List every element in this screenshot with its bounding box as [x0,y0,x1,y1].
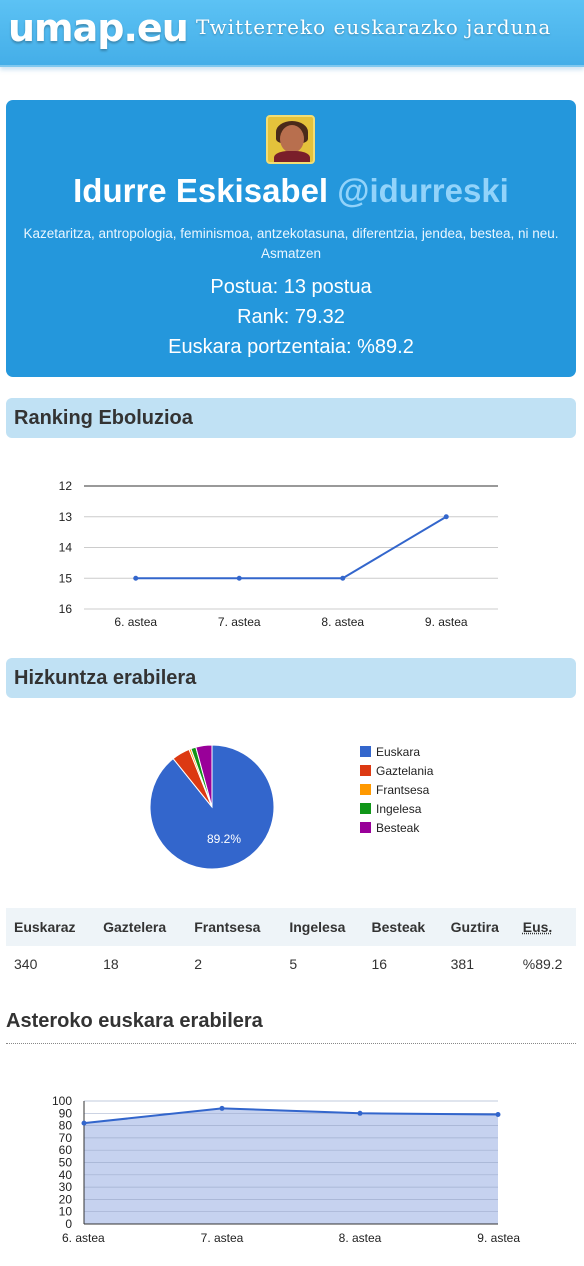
weekly-y-tick-label: 60 [59,1143,73,1157]
weekly-x-tick-label: 7. astea [201,1231,244,1245]
pie-legend-label: Gaztelania [376,764,434,778]
pie-legend-label: Euskara [376,745,420,759]
pie-legend-swatch [360,746,371,757]
weekly-data-point [219,1105,225,1111]
profile-bio: Kazetaritza, antropologia, feminismoa, a… [23,226,559,261]
profile-handle[interactable]: @idurreski [337,172,509,209]
profile-card: Idurre Eskisabel @idurreski Kazetaritza,… [6,100,576,377]
pie-slice [195,744,213,808]
language-section-title: Hizkuntza erabilera [6,658,576,698]
stats-value-cell: 16 [371,956,388,972]
weekly-series-line [83,1107,499,1125]
weekly-y-tick-label: 10 [59,1205,73,1219]
language-pie-chart: 89.2% Euskara Gaztelania Frantsesa Ingelesa B… [149,744,434,870]
stats-header-cell: Guztira [442,908,515,946]
pie-legend-swatch [360,784,371,795]
weekly-y-tick-label: 30 [59,1180,73,1194]
profile-rank: Rank: 79.32 [237,306,345,328]
rank-y-tick-label: 12 [59,479,73,493]
weekly-y-tick-label: 50 [59,1156,73,1170]
weekly-x-tick-label: 9. astea [477,1231,520,1245]
weekly-area-fill [84,1108,498,1224]
profile-name-line: Idurre Eskisabel @idurreski [6,172,576,210]
rank-x-tick-label: 7. astea [218,615,261,629]
rank-data-point [443,514,449,520]
weekly-data-point [495,1112,501,1118]
stats-value-cell: %89.2 [522,956,563,972]
weekly-y-tick-label: 80 [59,1119,73,1133]
weekly-y-tick-label: 90 [59,1106,73,1120]
profile-name: Idurre Eskisabel [73,172,329,209]
weekly-y-tick-label: 40 [59,1168,73,1182]
site-tagline: Twitterreko euskarazko jarduna [196,15,552,39]
site-logo[interactable]: umap.eu [8,6,189,50]
avatar[interactable] [266,115,315,164]
pie-legend-label: Ingelesa [376,802,422,816]
stats-header-cell: Gaztelera [95,908,187,946]
rank-data-point [236,575,242,581]
pie-slice-label: 89.2% [207,832,241,846]
rank-y-tick-label: 14 [59,541,73,555]
pie-legend-label: Besteak [376,821,420,835]
stats-header-cell: Besteak [363,908,443,946]
stats-header-cell: Ingelesa [281,908,364,946]
pie-legend-label: Frantsesa [376,783,430,797]
rank-x-tick-label: 8. astea [321,615,364,629]
stats-value-cell: 381 [450,956,474,972]
stats-value-cell: 340 [14,956,38,972]
rank-series-line [135,515,447,580]
ranking-line-chart: 12 13 14 15 16 6. astea 7. astea 8. astea 9. ast… [59,479,498,629]
rank-x-tick-label: 6. astea [114,615,157,629]
rank-y-tick-label: 13 [59,510,73,524]
stats-header-row: Euskaraz Gaztelera Frantsesa Ingelesa Be… [6,908,576,946]
stats-value-cell: 2 [194,956,203,972]
ranking-section-title: Ranking Eboluzioa [6,398,576,438]
profile-percentage: Euskara portzentaia: %89.2 [168,336,414,358]
pie-legend-swatch [360,822,371,833]
rank-data-point [133,575,139,581]
weekly-y-tick-label: 0 [65,1217,72,1231]
pie-legend-swatch [360,803,371,814]
stats-value-cell: 18 [103,956,119,972]
weekly-y-tick-label: 100 [52,1094,72,1108]
stats-header-cell-abbr[interactable]: Eus. [514,908,576,946]
weekly-section-title: Asteroko euskara erabilera [6,1010,576,1044]
stats-header-cell: Frantsesa [186,908,282,946]
weekly-x-tick-label: 8. astea [339,1231,382,1245]
rank-x-tick-label: 9. astea [425,615,468,629]
profile-position: Postua: 13 postua [210,276,372,298]
weekly-y-tick-label: 20 [59,1192,73,1206]
weekly-data-point [357,1110,363,1116]
rank-data-point [340,575,346,581]
stats-value-row: 340 18 2 5 16 381 %89.2 [6,946,576,982]
stats-header-cell: Euskaraz [6,908,96,946]
stats-value-cell: 5 [289,956,298,972]
weekly-x-tick-label: 6. astea [62,1231,105,1245]
rank-y-tick-label: 16 [59,602,73,616]
weekly-y-tick-label: 70 [59,1131,73,1145]
rank-y-tick-label: 15 [59,571,73,585]
language-stats-table: Euskaraz Gaztelera Frantsesa Ingelesa Be… [6,908,576,982]
pie-legend-swatch [360,765,371,776]
weekly-data-point [81,1120,87,1126]
top-bar: umap.eu Twitterreko euskarazko jarduna [0,0,584,67]
